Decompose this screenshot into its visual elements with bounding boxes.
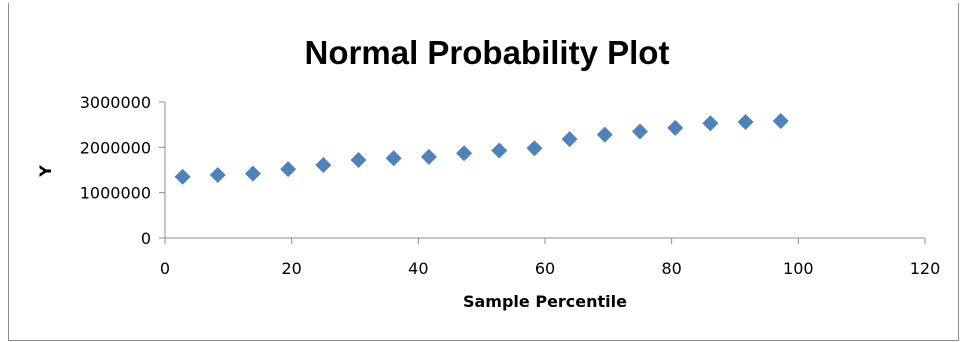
x-tick-label: 40 (408, 259, 428, 278)
x-tick-label: 100 (783, 259, 814, 278)
data-point (420, 148, 437, 165)
data-point (491, 142, 508, 159)
data-point (526, 140, 543, 157)
data-point (632, 123, 648, 140)
data-point (174, 168, 191, 185)
data-point (350, 152, 367, 169)
data-point (456, 145, 473, 162)
data-point (280, 161, 297, 178)
y-tick-label: 0 (141, 229, 151, 248)
data-point (737, 113, 754, 130)
x-tick-label: 0 (160, 259, 170, 278)
data-point (385, 150, 402, 167)
data-point (772, 113, 789, 130)
y-tick-label: 2000000 (80, 138, 151, 157)
data-point (596, 126, 613, 143)
chart-title: Normal Probability Plot (305, 34, 670, 71)
chart-area (8, 0, 959, 341)
data-point (667, 119, 684, 136)
data-point (209, 166, 226, 183)
data-point (315, 157, 332, 174)
y-tick-label: 1000000 (80, 184, 151, 203)
y-tick-label: 3000000 (80, 93, 151, 112)
y-axis-label: Y (36, 165, 55, 178)
data-point (244, 165, 261, 182)
x-tick-label: 60 (535, 259, 555, 278)
x-tick-label: 120 (910, 259, 941, 278)
top-clip (0, 0, 960, 3)
data-points (174, 113, 789, 185)
data-point (561, 131, 578, 148)
data-point (702, 115, 719, 132)
x-tick-label: 80 (661, 259, 681, 278)
axes: 0 1000000 2000000 3000000 0 20 40 60 80 100 120 (80, 93, 941, 278)
x-tick-label: 20 (281, 259, 301, 278)
x-axis-label: Sample Percentile (463, 292, 627, 311)
